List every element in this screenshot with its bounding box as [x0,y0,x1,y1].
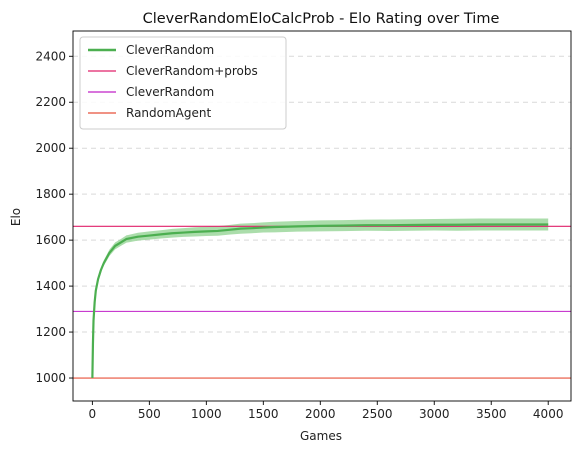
series-line-cleverrandom [91,223,549,379]
y-tick-label: 1600 [35,233,66,247]
x-tick-label: 1500 [248,407,279,421]
y-tick-label: 2200 [35,95,66,109]
x-axis-ticks: 0 500 1000 1500 2000 2500 3000 3500 4000 [89,401,564,421]
x-tick-label: 2000 [305,407,336,421]
legend-entry: RandomAgent [126,106,211,120]
y-tick-label: 1400 [35,279,66,293]
y-axis-ticks: 1000 1200 1400 1600 1800 2000 2200 2400 [35,49,73,385]
legend-entry: CleverRandom+probs [126,64,258,78]
x-tick-label: 1000 [191,407,222,421]
legend-entry: CleverRandom [126,43,214,57]
legend-box [79,36,287,130]
confidence-band-layer [92,218,549,379]
y-tick-label: 1200 [35,325,66,339]
y-tick-label: 1800 [35,187,66,201]
x-tick-label: 3500 [476,407,507,421]
x-tick-label: 2500 [362,407,393,421]
y-tick-label: 1000 [35,371,66,385]
confidence-band [92,218,549,379]
x-tick-label: 4000 [533,407,564,421]
y-tick-label: 2000 [35,141,66,155]
x-tick-label: 3000 [419,407,450,421]
series-lines [91,223,549,379]
legend: CleverRandom CleverRandom+probs CleverRand… [79,36,287,130]
x-axis-label: Games [300,429,342,443]
x-tick-label: 0 [89,407,97,421]
x-tick-label: 500 [138,407,161,421]
plot-frame [72,30,572,402]
y-axis-label: Elo [9,208,23,226]
legend-entry: CleverRandom [126,85,214,99]
reference-lines [73,225,571,379]
chart-title: CleverRandomEloCalcProb - Elo Rating ove… [143,11,500,27]
y-tick-label: 2400 [35,49,66,63]
